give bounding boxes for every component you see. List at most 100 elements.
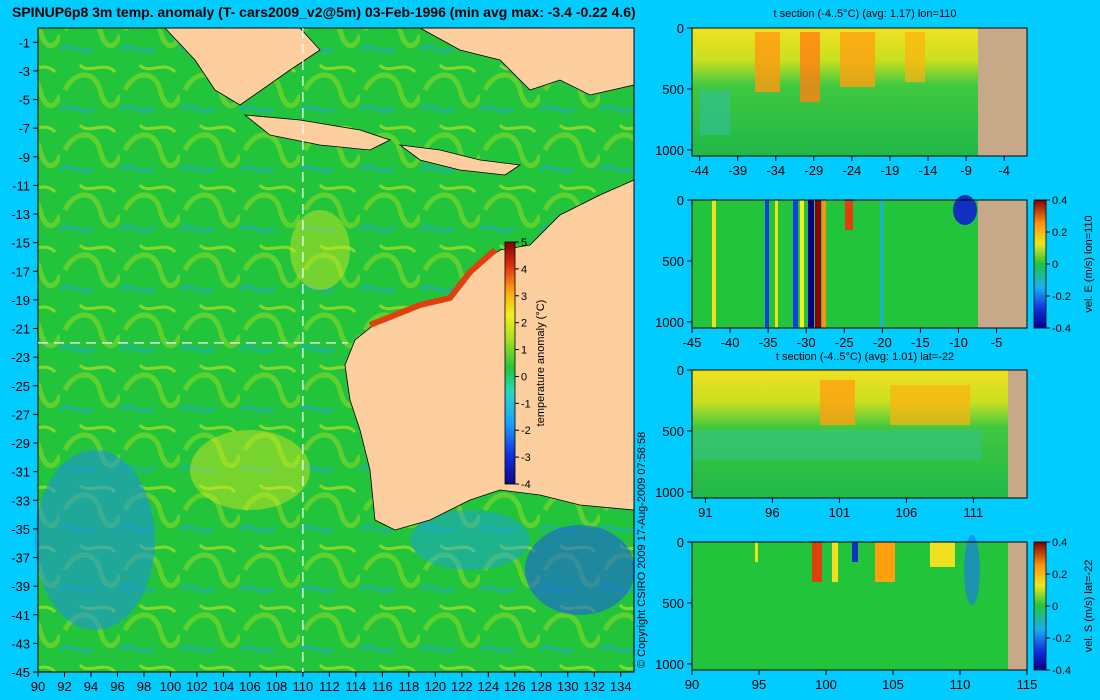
colorbar-tick-label: 0.4 [1052, 195, 1067, 207]
y-tick-label: -7 [18, 121, 30, 136]
y-tick-label: 0 [677, 363, 684, 378]
x-tick-label: 114 [345, 679, 366, 694]
colorbar-tick-label: -2 [521, 425, 531, 437]
x-tick-label: -35 [759, 335, 778, 350]
section2-colorbar-label: vel. E (m/s) lon=110 [1083, 215, 1095, 312]
y-tick-label: -25 [11, 379, 30, 394]
cold-anomaly-se [525, 525, 635, 615]
colorbar-tick-label: 0.2 [1052, 569, 1067, 581]
section4-colorbar [1033, 541, 1047, 671]
x-tick-label: 128 [530, 679, 552, 694]
x-tick-label: 130 [557, 679, 579, 694]
copyright-notice: © Copyright CSIRO 2009 17-Aug-2009 07:58… [636, 432, 648, 668]
temperature-colorbar-label: temperature anomaly (°C) [535, 300, 547, 427]
x-tick-label: -25 [835, 335, 854, 350]
y-tick-label: -31 [11, 465, 30, 480]
x-tick-label: 118 [398, 679, 419, 694]
lesser-sunda-land [398, 144, 522, 176]
x-tick-label: 100 [160, 679, 182, 694]
colorbar-tick-label: 0 [521, 371, 527, 383]
warm-eddy-1 [290, 210, 350, 290]
section1-title: t section (-4..5°C) (avg: 1.17) lon=110 [773, 8, 956, 20]
x-tick-label: 120 [424, 679, 446, 694]
x-tick-label: -45 [683, 335, 702, 350]
section2-band-10 [880, 200, 884, 328]
section1-frame [691, 27, 1028, 157]
cool-anomaly-s [410, 510, 530, 570]
x-tick-label: 106 [896, 505, 918, 520]
x-tick-label: -10 [949, 335, 968, 350]
y-tick-label: 500 [662, 254, 684, 269]
section1-axes: -44 -39 -34 -29 -24 -19 -14 -9 -4 0 500 1000 [655, 21, 1010, 178]
y-tick-label: -33 [11, 493, 30, 508]
x-tick-label: 134 [610, 679, 632, 694]
section1-land [978, 28, 1027, 156]
y-tick-label: 500 [662, 424, 684, 439]
x-tick-label: 111 [964, 505, 984, 520]
colorbar-tick-label: 0.4 [1052, 537, 1067, 549]
section2-band-2 [765, 200, 769, 328]
warm-eddy-2 [190, 430, 310, 510]
colorbar-tick-label: 3 [521, 291, 527, 303]
y-tick-label: -29 [11, 436, 30, 451]
x-tick-label: -9 [960, 163, 972, 178]
y-tick-label: -41 [11, 608, 30, 623]
x-tick-label: 95 [752, 677, 766, 692]
x-tick-label: -34 [766, 163, 785, 178]
colorbar-tick-label: -1 [521, 398, 531, 410]
x-tick-label: 105 [882, 677, 904, 692]
colorbar-tick-label: 0 [1052, 259, 1058, 271]
colorbar-tick-label: 1 [521, 345, 527, 357]
section3-warm-2 [890, 385, 970, 425]
x-tick-label: -40 [721, 335, 740, 350]
section2-band-1 [712, 200, 716, 328]
y-tick-label: 1000 [655, 315, 684, 330]
section2-blob [953, 195, 977, 225]
x-tick-label: 126 [504, 679, 526, 694]
colorbar-tick-label: -0.4 [1052, 323, 1071, 335]
colorbar-tick-label: 4 [521, 264, 527, 276]
section4-band-5 [875, 542, 895, 582]
map-frame [37, 27, 635, 673]
x-tick-label: 122 [451, 679, 473, 694]
y-tick-label: -5 [18, 93, 30, 108]
x-tick-label: 115 [1017, 677, 1038, 692]
y-tick-label: -27 [11, 407, 30, 422]
section1-warm-1 [755, 32, 780, 92]
section2-band-3 [775, 200, 778, 328]
x-tick-label: -39 [728, 163, 747, 178]
x-tick-label: -24 [842, 163, 861, 178]
section4-plot [691, 535, 1028, 671]
colorbar-tick-label: 2 [521, 318, 527, 330]
colorbar-tick-label: 5 [521, 237, 527, 249]
y-tick-label: -39 [11, 579, 30, 594]
x-tick-label: -5 [991, 335, 1003, 350]
section2-colorbar-ticks: 0.4 0.2 0 -0.2 -0.4 [1046, 195, 1071, 335]
section3-warm-1 [820, 380, 855, 425]
y-tick-label: -21 [11, 322, 30, 337]
section2-band-6 [808, 200, 814, 328]
y-tick-label: -1 [18, 35, 30, 50]
section2-band-8 [822, 200, 826, 328]
y-tick-label: 0 [677, 21, 684, 36]
y-tick-label: -37 [11, 551, 30, 566]
map-axes: 90 92 94 96 98 100 102 104 106 108 110 112 114 116 118… [11, 35, 631, 694]
section2-plot [691, 195, 1028, 329]
x-tick-label: -14 [919, 163, 938, 178]
x-tick-label: 98 [137, 679, 151, 694]
colorbar-tick-label: -3 [521, 452, 531, 464]
x-tick-label: 90 [31, 679, 45, 694]
x-tick-label: 116 [372, 679, 393, 694]
section2-frame [691, 199, 1028, 329]
section1-plot [691, 27, 1028, 157]
y-tick-label: -3 [18, 64, 30, 79]
section2-land [978, 200, 1027, 328]
temperature-colorbar-ticks: 5 4 3 2 1 0 -1 -2 -3 -4 [515, 237, 531, 491]
section4-frame [691, 541, 1028, 671]
section2-band-5 [800, 200, 804, 328]
java-land [243, 114, 392, 151]
section4-band-3 [832, 542, 838, 582]
x-tick-label: 101 [829, 505, 851, 520]
x-tick-label: 110 [293, 679, 314, 694]
